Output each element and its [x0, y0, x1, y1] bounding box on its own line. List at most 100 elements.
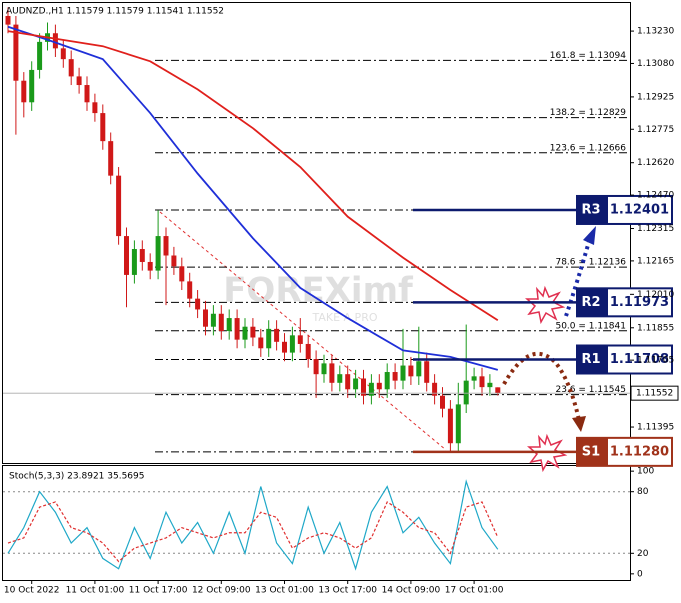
y-tick-label: 1.12470	[637, 191, 674, 201]
candle-body	[171, 255, 177, 267]
candle-body	[400, 365, 406, 381]
candle-body	[368, 382, 374, 396]
current-price-label: 1.11552	[636, 389, 673, 399]
y-tick-label: 80	[637, 487, 649, 497]
candle-body	[37, 41, 43, 70]
x-tick-label: 11 Oct 17:00	[129, 586, 188, 596]
level-name: R3	[581, 202, 600, 217]
level-tag	[576, 194, 606, 225]
x-tick-label: 10 Oct 2022	[4, 586, 60, 596]
candle-body	[234, 318, 240, 340]
candle-body	[345, 374, 351, 390]
level-value: 1.11973	[610, 295, 669, 310]
candle-body	[416, 361, 422, 377]
level-name: R1	[581, 352, 600, 367]
fib-label: 78.6 = 1.12136	[555, 258, 626, 268]
arrow-head	[583, 226, 596, 245]
candle-body	[92, 102, 98, 114]
candle-body	[424, 361, 430, 383]
arrow-up	[564, 237, 592, 317]
candle-body	[5, 15, 11, 25]
y-tick-label: 1.12620	[637, 158, 674, 168]
candle-body	[250, 326, 256, 338]
y-tick-label: 1.12925	[637, 92, 674, 102]
candle-body	[495, 387, 501, 394]
candle-body	[108, 141, 114, 176]
fib-label: 138.2 = 1.12829	[550, 108, 627, 118]
y-tick-label: 1.12775	[637, 125, 674, 135]
candle-body	[329, 363, 335, 383]
candle-body	[447, 408, 453, 444]
candle-body	[52, 33, 58, 49]
candle-body	[139, 249, 145, 262]
watermark: FOREXimf TAKE A PRO	[223, 271, 414, 325]
y-tick-label: 1.12315	[637, 224, 674, 234]
y-tick-label: 1.12165	[637, 256, 674, 266]
arrow-head	[572, 416, 586, 432]
candle-body	[116, 175, 122, 237]
x-tick-label: 11 Oct 01:00	[66, 586, 125, 596]
candle-body	[440, 395, 445, 409]
candle-body	[155, 236, 161, 271]
moving-average	[7, 25, 499, 371]
candle-body	[384, 372, 390, 390]
level-tag	[576, 344, 606, 375]
level-boxes: R3 1.12401 R2 1.11973 R1 1.11708 S1 1.11280	[413, 194, 673, 467]
stoch-line	[7, 479, 499, 571]
level-value-box	[606, 344, 673, 375]
candle-body	[147, 261, 153, 271]
candle-body	[274, 328, 280, 342]
candle-body	[163, 236, 169, 256]
fib-label: 23.6 = 1.11545	[555, 385, 626, 395]
y-tick-label: 1.11395	[637, 423, 674, 433]
stoch-layer	[3, 479, 630, 571]
candle-body	[218, 313, 224, 332]
level-value-box	[606, 436, 673, 467]
candle-body	[376, 382, 382, 390]
candle-body	[124, 236, 129, 275]
candle-body	[455, 404, 461, 444]
y-tick-label: 1.12010	[637, 290, 674, 300]
candle-body	[266, 328, 272, 349]
level-value-box	[606, 287, 673, 318]
fib-label: 161.8 = 1.13094	[550, 51, 627, 61]
candle-body	[195, 298, 201, 310]
level-tag	[576, 287, 606, 318]
candle-body	[487, 382, 493, 388]
candle-body	[258, 337, 264, 349]
candle-body	[361, 378, 366, 396]
candle-body	[471, 376, 477, 381]
arrow-down	[502, 351, 581, 421]
stoch-panel	[2, 465, 631, 581]
burst-icon	[525, 285, 566, 325]
y-tick-label: 1.13230	[637, 27, 674, 37]
candle-body	[68, 59, 74, 77]
candle-body	[353, 378, 359, 390]
candle-body	[392, 372, 398, 381]
x-tick-label: 17 Oct 01:00	[445, 586, 504, 596]
candle-body	[242, 326, 248, 340]
candle-body	[321, 363, 327, 375]
candle-body	[313, 359, 319, 375]
level-value: 1.12401	[610, 202, 669, 217]
watermark-logo: FOREXimf	[223, 271, 414, 311]
candle-body	[179, 266, 185, 282]
moving-average	[7, 30, 499, 321]
candle-body	[21, 80, 27, 103]
level-tag	[576, 436, 606, 467]
level-value: 1.11708	[610, 352, 669, 367]
candle-body	[76, 76, 82, 86]
chart-title: AUDNZD.,H1 1.11579 1.11579 1.11541 1.115…	[6, 7, 224, 17]
level-value: 1.11280	[610, 444, 669, 459]
y-tick-label: 20	[637, 549, 649, 559]
candle-body	[337, 374, 343, 383]
candle-body	[13, 24, 19, 81]
y-tick-label: 100	[637, 467, 654, 477]
candle-body	[100, 113, 106, 142]
candle-body	[203, 309, 208, 327]
candle-body	[463, 380, 469, 405]
x-tick-label: 14 Oct 09:00	[382, 586, 441, 596]
candle-body	[289, 335, 295, 353]
price-panel	[2, 2, 631, 464]
